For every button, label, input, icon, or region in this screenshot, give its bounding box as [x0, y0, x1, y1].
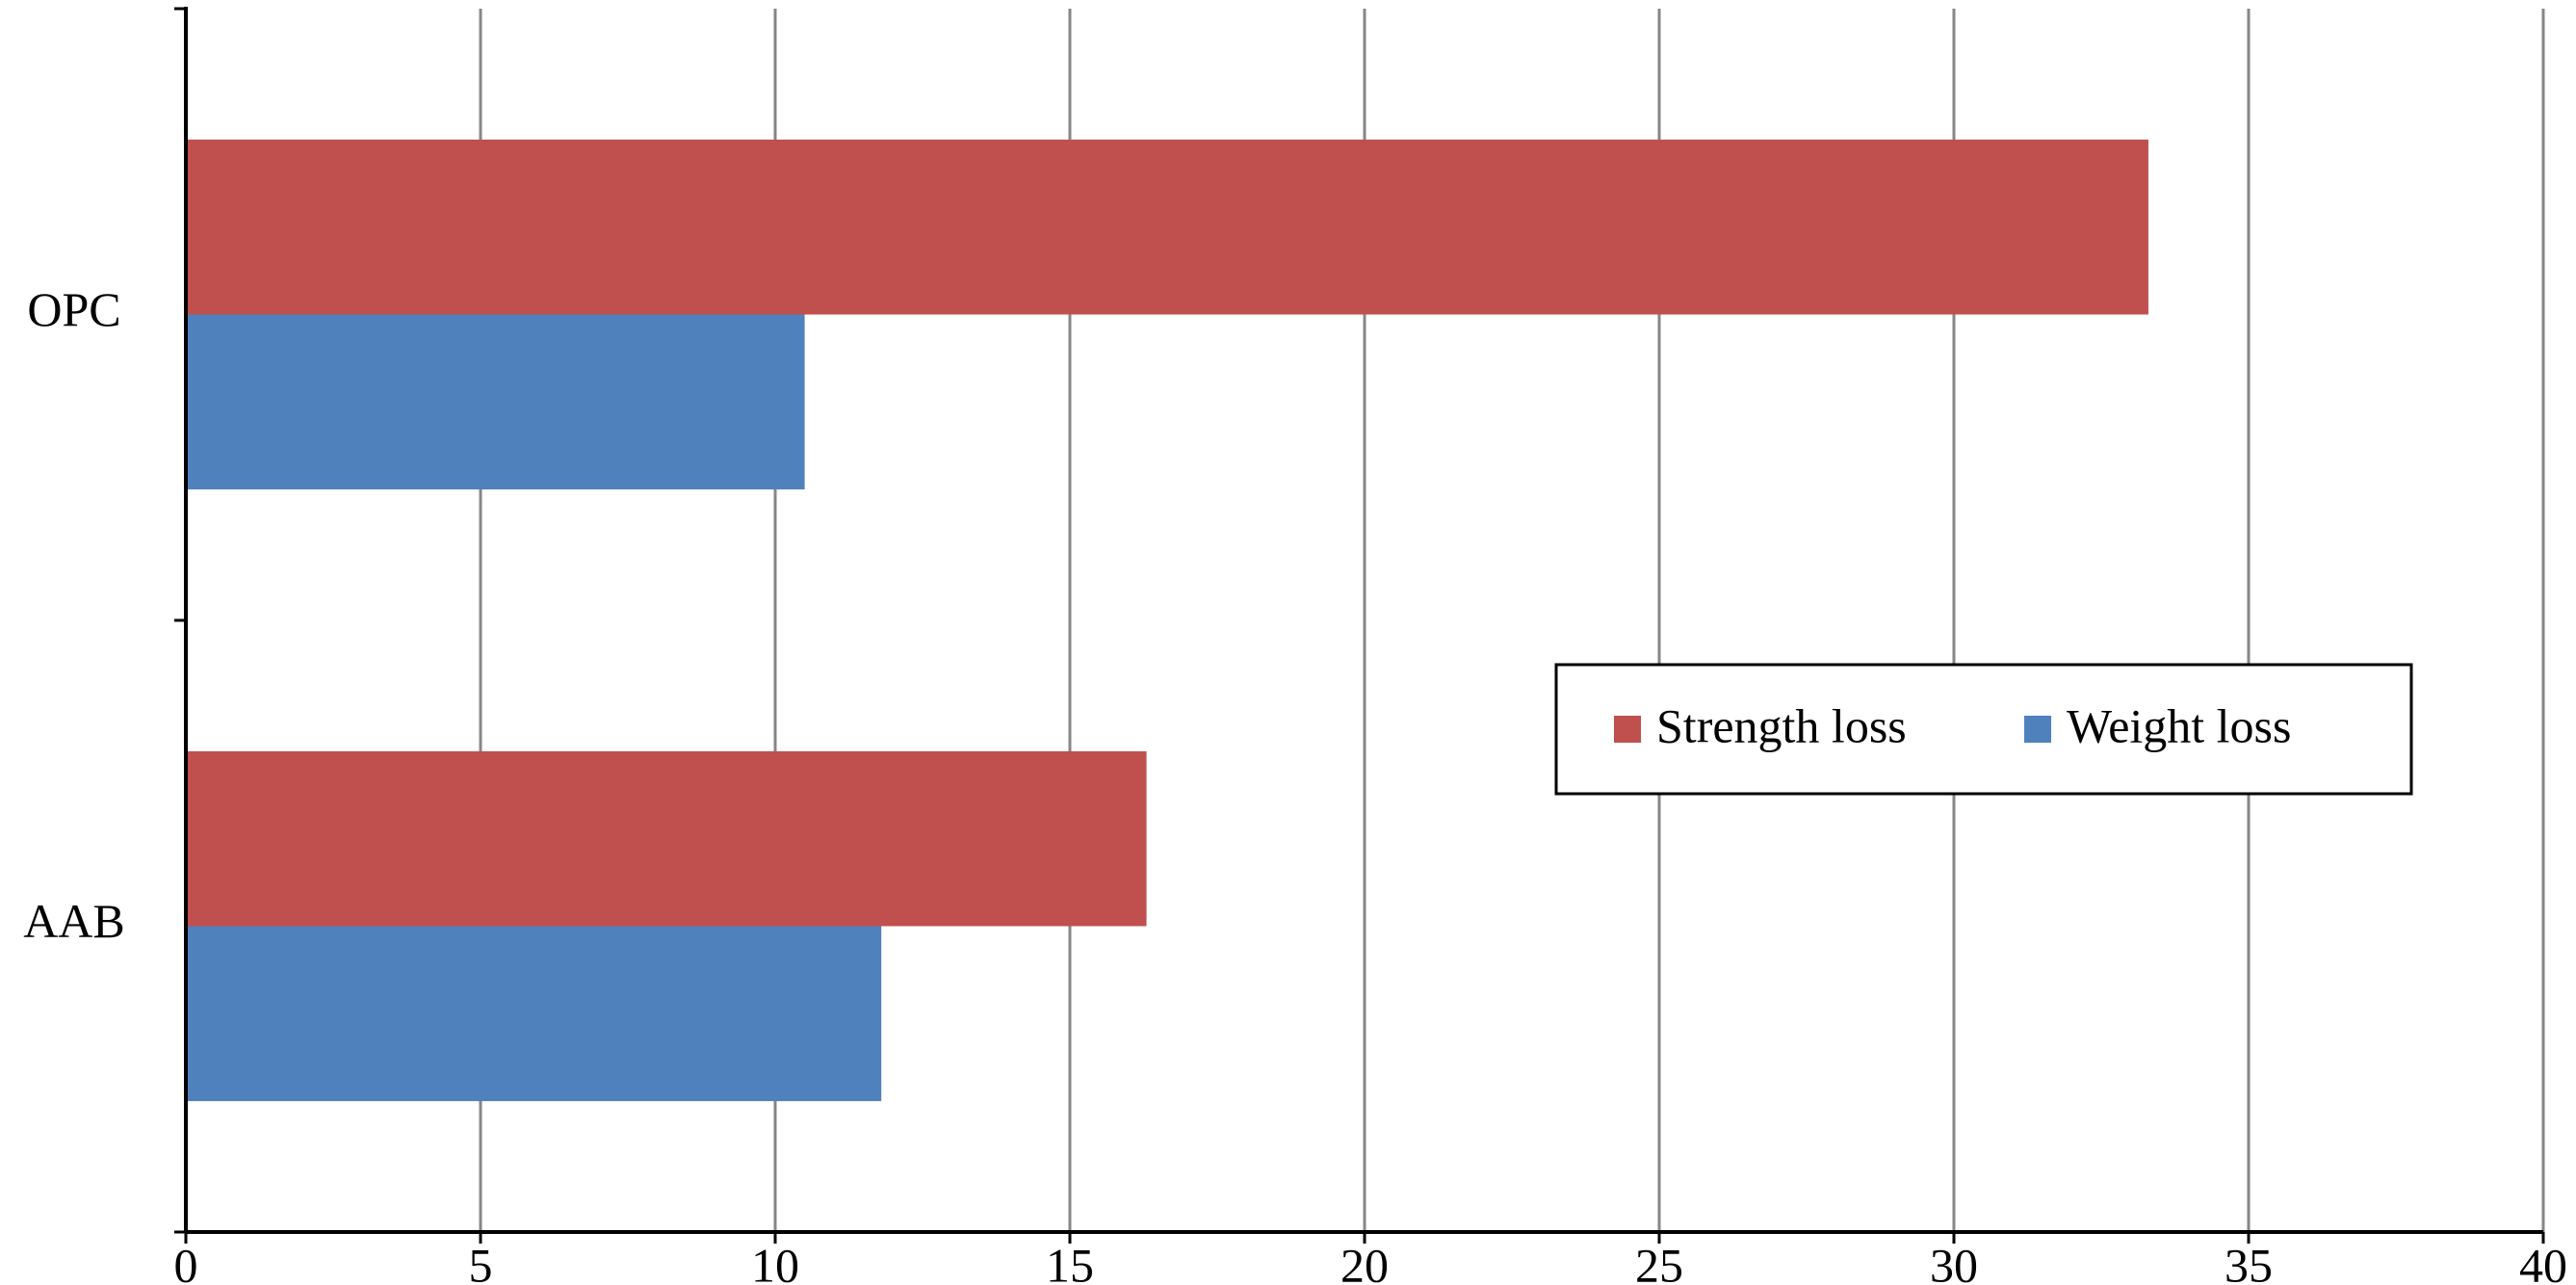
bar	[186, 926, 882, 1102]
x-tick-label: 5	[469, 1238, 493, 1285]
y-tick-label: OPC	[27, 282, 120, 336]
bar	[186, 750, 1147, 927]
legend	[1554, 663, 2413, 796]
bar	[186, 139, 2148, 315]
x-tick-label: 25	[1635, 1238, 1683, 1285]
x-tick-label: 30	[1930, 1238, 1978, 1285]
x-tick-label: 15	[1046, 1238, 1094, 1285]
x-tick-label: 20	[1340, 1238, 1389, 1285]
legend-swatch	[2024, 716, 2051, 743]
legend-swatch	[1614, 716, 1641, 743]
legend-label: Strength loss	[1656, 698, 1907, 752]
x-tick-label: 0	[174, 1238, 198, 1285]
x-tick-label: 40	[2519, 1238, 2567, 1285]
bar	[186, 314, 805, 490]
x-tick-label: 10	[751, 1238, 799, 1285]
x-tick-label: 35	[2225, 1238, 2273, 1285]
y-tick-label: AAB	[23, 894, 125, 948]
legend-label: Weight loss	[2067, 698, 2291, 752]
